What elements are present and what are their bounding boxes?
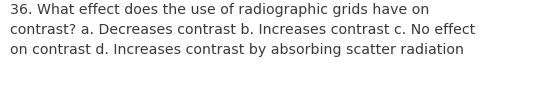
Text: 36. What effect does the use of radiographic grids have on
contrast? a. Decrease: 36. What effect does the use of radiogra… [10, 3, 475, 57]
